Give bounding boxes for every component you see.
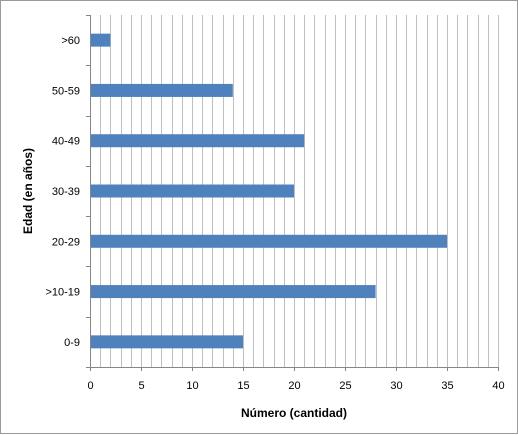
x-axis-title: Número (cantidad): [241, 406, 347, 420]
y-tick-label: 50-59: [52, 85, 80, 97]
y-tick-label: 0-9: [64, 337, 80, 349]
bar: [91, 184, 294, 198]
y-tick-label: >10-19: [45, 287, 80, 299]
bar: [91, 134, 305, 148]
x-tick-label: 40: [492, 380, 504, 392]
x-tick-label: 10: [186, 380, 198, 392]
x-tick-label: 0: [87, 380, 93, 392]
x-tick-label: 15: [237, 380, 249, 392]
x-tick-label: 25: [339, 380, 351, 392]
bar: [91, 33, 111, 47]
y-tick-label: >60: [61, 35, 80, 47]
x-tick-label: 5: [138, 380, 144, 392]
bar: [91, 335, 243, 349]
y-tick-label: 40-49: [52, 136, 80, 148]
bar: [91, 83, 233, 97]
x-tick-label: 35: [441, 380, 453, 392]
x-tick-label: 30: [390, 380, 402, 392]
bars: [91, 33, 447, 349]
y-axis-title: Edad (en años): [21, 148, 35, 234]
y-tick-label: 20-29: [52, 236, 80, 248]
y-tick-label: 30-39: [52, 186, 80, 198]
x-tick-label: 20: [288, 380, 300, 392]
bar: [91, 234, 447, 248]
bar: [91, 285, 376, 299]
tick-labels: 0-9 >10-19 20-29 30-39 40-49 50-59 >60 0 5 10 15 20…: [45, 15, 505, 392]
